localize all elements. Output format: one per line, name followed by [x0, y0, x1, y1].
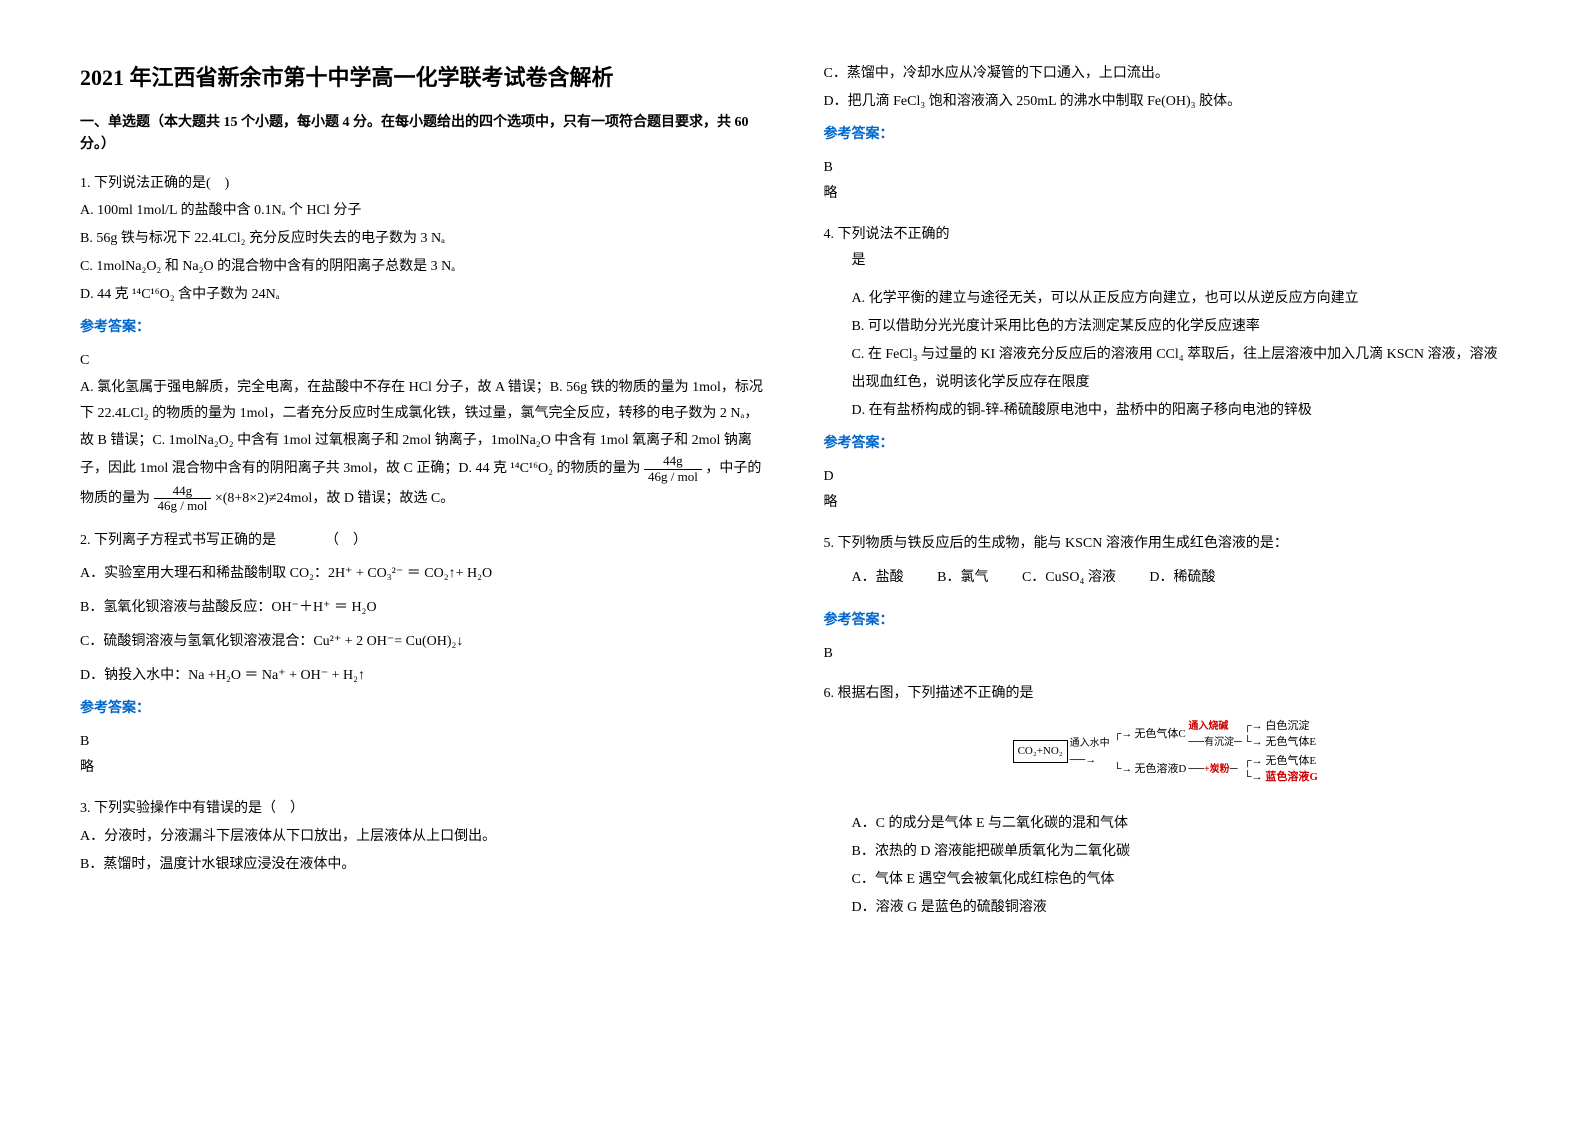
q4-opt-d: D. 在有盐桥构成的铜-锌-稀硫酸原电池中，盐桥中的阳离子移向电池的锌极 — [824, 397, 1508, 425]
q6-opt-a: A．C 的成分是气体 E 与二氧化碳的混和气体 — [824, 810, 1508, 838]
q4-answer: D — [824, 464, 1508, 491]
q6-diagram: CO₂+NO₂ 通入水中──→ ┌→ 无色气体C 通入烧碱 ──有沉淀─ ┌→ … — [824, 718, 1508, 797]
q1-frac2-num: 44g — [154, 484, 212, 499]
diagram-box: CO₂+NO₂ — [1013, 740, 1068, 763]
diagram-r1: 白色沉淀 — [1265, 720, 1309, 732]
diagram-r4: 蓝色溶液G — [1265, 771, 1318, 783]
q2-opt-a: A．实验室用大理石和稀盐酸制取 CO₂：2H⁺ + CO₃²⁻ ＝ CO₂↑+ … — [80, 560, 764, 588]
q1-answer-label: 参考答案： — [80, 315, 764, 342]
diagram-branch1a: 无色气体C — [1134, 718, 1186, 751]
q1-fraction-2: 44g 46g / mol — [154, 484, 212, 514]
q3-answer: B — [824, 155, 1508, 182]
q2-omit: 略 — [80, 755, 764, 782]
question-3-part2: C．蒸馏中，冷却水应从冷凝管的下口通入，上口流出。 D．把几滴 FeCl₃ 饱和… — [824, 60, 1508, 208]
question-2: 2. 下列离子方程式书写正确的是 （ ） A．实验室用大理石和稀盐酸制取 CO₂… — [80, 528, 764, 782]
question-5: 5. 下列物质与铁反应后的生成物，能与 KSCN 溶液作用生成红色溶液的是： A… — [824, 531, 1508, 667]
diagram-arrow1-label: 通入水中 — [1070, 738, 1110, 749]
diagram-mid-label: +炭粉 — [1204, 764, 1230, 775]
q5-opt-b: B．氯气 — [937, 565, 988, 592]
question-4: 4. 下列说法不正确的 是 A. 化学平衡的建立与途径无关，可以从正反应方向建立… — [824, 222, 1508, 517]
q2-answer-label: 参考答案： — [80, 696, 764, 723]
q1-fraction-1: 44g 46g / mol — [644, 454, 702, 484]
q2-opt-d: D．钠投入水中：Na +H₂O ＝ Na⁺ + OH⁻ + H₂↑ — [80, 662, 764, 690]
doc-title: 2021 年江西省新余市第十中学高一化学联考试卷含解析 — [80, 60, 764, 92]
q6-opt-b: B．浓热的 D 溶液能把碳单质氧化为二氧化碳 — [824, 838, 1508, 866]
diagram-sub1: 有沉淀 — [1204, 737, 1234, 748]
q4-omit: 略 — [824, 490, 1508, 517]
q4-stem: 4. 下列说法不正确的 — [824, 222, 1508, 249]
q2-stem: 2. 下列离子方程式书写正确的是 （ ） — [80, 528, 764, 555]
q1-stem: 1. 下列说法正确的是( ) — [80, 171, 764, 198]
q1-frac1-num: 44g — [644, 454, 702, 469]
q2-opt-b: B．氢氧化钡溶液与盐酸反应：OH⁻＋H⁺ ＝ H₂O — [80, 594, 764, 622]
q1-opt-c: C. 1molNa₂O₂ 和 Na₂O 的混合物中含有的阴阳离子总数是 3 Nₐ — [80, 253, 764, 281]
q4-opt-c: C. 在 FeCl₃ 与过量的 KI 溶液充分反应后的溶液用 CCl₄ 萃取后，… — [824, 341, 1508, 397]
q1-opt-a: A. 100ml 1mol/L 的盐酸中含 0.1Nₐ 个 HCl 分子 — [80, 197, 764, 225]
q4-opt-b: B. 可以借助分光光度计采用比色的方法测定某反应的化学反应速率 — [824, 313, 1508, 341]
diagram-r2: 无色气体E — [1265, 736, 1316, 748]
q4-answer-label: 参考答案： — [824, 431, 1508, 458]
left-column: 2021 年江西省新余市第十中学高一化学联考试卷含解析 一、单选题（本大题共 1… — [50, 60, 794, 1092]
question-3-part1: 3. 下列实验操作中有错误的是（ ） A．分液时，分液漏斗下层液体从下口放出，上… — [80, 796, 764, 879]
q3-answer-label: 参考答案： — [824, 122, 1508, 149]
question-6: 6. 根据右图，下列描述不正确的是 CO₂+NO₂ 通入水中──→ ┌→ 无色气… — [824, 681, 1508, 922]
q3-opt-a: A．分液时，分液漏斗下层液体从下口放出，上层液体从上口倒出。 — [80, 823, 764, 851]
q6-opt-d: D．溶液 G 是蓝色的硫酸铜溶液 — [824, 894, 1508, 922]
q1-expl-post: ×(8+8×2)≠24mol，故 D 错误；故选 C。 — [215, 491, 454, 506]
right-column: C．蒸馏中，冷却水应从冷凝管的下口通入，上口流出。 D．把几滴 FeCl₃ 饱和… — [794, 60, 1538, 1092]
q1-opt-b: B. 56g 铁与标况下 22.4LCl₂ 充分反应时失去的电子数为 3 Nₐ — [80, 225, 764, 253]
q5-answer: B — [824, 641, 1508, 668]
q2-answer: B — [80, 729, 764, 756]
q1-explanation: A. 氯化氢属于强电解质，完全电离，在盐酸中不存在 HCl 分子，故 A 错误；… — [80, 375, 764, 514]
q5-opt-d: D．稀硫酸 — [1149, 565, 1215, 592]
q2-opt-c: C．硫酸铜溶液与氢氧化钡溶液混合：Cu²⁺ + 2 OH⁻= Cu(OH)₂↓ — [80, 628, 764, 656]
q1-frac2-den: 46g / mol — [154, 499, 212, 513]
q4-opt-a: A. 化学平衡的建立与途径无关，可以从正反应方向建立，也可以从逆反应方向建立 — [824, 285, 1508, 313]
section-1-instructions: 一、单选题（本大题共 15 个小题，每小题 4 分。在每小题给出的四个选项中，只… — [80, 112, 764, 157]
q5-stem: 5. 下列物质与铁反应后的生成物，能与 KSCN 溶液作用生成红色溶液的是： — [824, 531, 1508, 558]
diagram-top-label: 通入烧碱 — [1188, 721, 1228, 732]
q3-opt-b: B．蒸馏时，温度计水银球应浸没在液体中。 — [80, 851, 764, 879]
q3-opt-c: C．蒸馏中，冷却水应从冷凝管的下口通入，上口流出。 — [824, 60, 1508, 88]
q3-stem: 3. 下列实验操作中有错误的是（ ） — [80, 796, 764, 823]
q5-opt-a: A．盐酸 — [852, 565, 904, 592]
diagram-branch2a: 无色溶液D — [1134, 753, 1186, 786]
question-1: 1. 下列说法正确的是( ) A. 100ml 1mol/L 的盐酸中含 0.1… — [80, 171, 764, 514]
q3-omit: 略 — [824, 181, 1508, 208]
q6-opt-c: C．气体 E 遇空气会被氧化成红棕色的气体 — [824, 866, 1508, 894]
q1-answer: C — [80, 348, 764, 375]
q1-frac1-den: 46g / mol — [644, 470, 702, 484]
q3-opt-d: D．把几滴 FeCl₃ 饱和溶液滴入 250mL 的沸水中制取 Fe(OH)₃ … — [824, 88, 1508, 116]
q4-stem2: 是 — [824, 248, 1508, 275]
q5-answer-label: 参考答案： — [824, 608, 1508, 635]
q5-options-row: A．盐酸 B．氯气 C．CuSO₄ 溶液 D．稀硫酸 — [824, 565, 1508, 592]
diagram-r3: 无色气体E — [1265, 755, 1316, 767]
q1-opt-d: D. 44 克 ¹⁴C¹⁶O₂ 含中子数为 24Nₐ — [80, 281, 764, 309]
q5-opt-c: C．CuSO₄ 溶液 — [1022, 565, 1116, 592]
q6-stem: 6. 根据右图，下列描述不正确的是 — [824, 681, 1508, 708]
